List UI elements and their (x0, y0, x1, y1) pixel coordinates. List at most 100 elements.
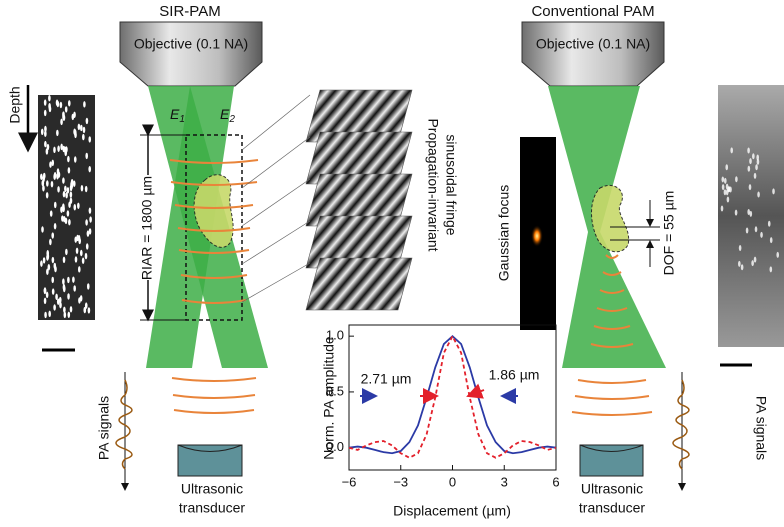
particle (60, 119, 63, 125)
particle (75, 256, 78, 262)
transducer-label: transducer (579, 500, 645, 516)
particle (67, 210, 70, 216)
particle (746, 227, 749, 233)
particle (86, 118, 89, 124)
particle (72, 114, 75, 120)
particle (739, 245, 742, 251)
particle (752, 153, 755, 159)
pa-signal (116, 380, 132, 469)
particle (51, 160, 54, 166)
particle (727, 186, 730, 192)
particle (53, 304, 56, 310)
particle (755, 164, 758, 170)
particle (748, 166, 751, 172)
transducer-label: transducer (179, 500, 245, 516)
particle (741, 264, 744, 270)
particle (721, 205, 724, 211)
particle (68, 100, 71, 106)
x-tick-label: −6 (342, 474, 357, 489)
particle (64, 150, 67, 156)
transducer (580, 445, 643, 476)
wavefront (606, 255, 618, 258)
particle (60, 102, 63, 108)
particle (51, 277, 54, 283)
particle (63, 284, 66, 290)
particle (78, 297, 81, 303)
particle (88, 136, 91, 142)
y-axis-label: Norm. PA amplitude (321, 336, 337, 460)
particle (54, 223, 57, 229)
particle (87, 283, 90, 289)
particle (776, 252, 779, 258)
particle (48, 103, 51, 109)
particle (56, 130, 59, 136)
particle (722, 184, 725, 190)
particle (81, 185, 84, 191)
series-line (349, 336, 556, 458)
particle (74, 132, 77, 138)
dof-label: DOF = 55 µm (661, 191, 677, 276)
particle (44, 99, 47, 105)
particle (67, 277, 70, 283)
focus-spot (531, 225, 543, 247)
particle (40, 174, 43, 180)
particle (57, 168, 60, 174)
particle (78, 124, 81, 130)
particle (44, 312, 47, 318)
wavefront (572, 412, 652, 415)
particle (46, 180, 49, 186)
particle (52, 288, 55, 294)
particle (70, 198, 73, 204)
particle (64, 186, 67, 192)
particle (63, 191, 66, 197)
particle (59, 297, 62, 303)
particle (48, 95, 51, 101)
depth-label: Depth (7, 86, 23, 123)
particle (51, 232, 54, 238)
x-tick-label: 6 (552, 474, 559, 489)
particle (63, 257, 66, 263)
annotation: 2.71 µm (361, 371, 412, 387)
fringe-label: Propagation-invariant (425, 118, 441, 251)
particle (85, 302, 88, 308)
wavefront (173, 395, 255, 398)
objective (522, 22, 664, 86)
particle (65, 192, 68, 198)
wavefront (578, 380, 646, 383)
particle (730, 147, 733, 153)
particle (754, 257, 757, 263)
particle (735, 176, 738, 182)
particle (756, 155, 759, 161)
x-axis-label: Displacement (µm) (393, 503, 511, 519)
particle (62, 278, 65, 284)
particle (41, 129, 44, 135)
particle (53, 147, 56, 153)
particle (86, 243, 89, 249)
annotation: 1.86 µm (489, 367, 540, 383)
particle (77, 203, 80, 209)
series-line (349, 336, 556, 453)
particle (725, 164, 728, 170)
particle (67, 293, 70, 299)
particle (67, 312, 70, 318)
particle (772, 188, 775, 194)
particle (749, 158, 752, 164)
particle (47, 144, 50, 150)
x-tick-label: −3 (393, 474, 408, 489)
particle (85, 153, 88, 159)
particle (63, 216, 66, 222)
particle (65, 106, 68, 112)
particle (62, 177, 65, 183)
particle (40, 260, 43, 266)
particle (82, 134, 85, 140)
particle (72, 276, 75, 282)
panel-title: SIR-PAM (159, 3, 220, 20)
particle (54, 172, 57, 178)
particle (82, 258, 85, 264)
particle (44, 126, 47, 132)
particle (62, 114, 65, 120)
particle (67, 156, 70, 162)
connector (242, 221, 310, 264)
particle (754, 173, 757, 179)
particle (724, 178, 727, 184)
